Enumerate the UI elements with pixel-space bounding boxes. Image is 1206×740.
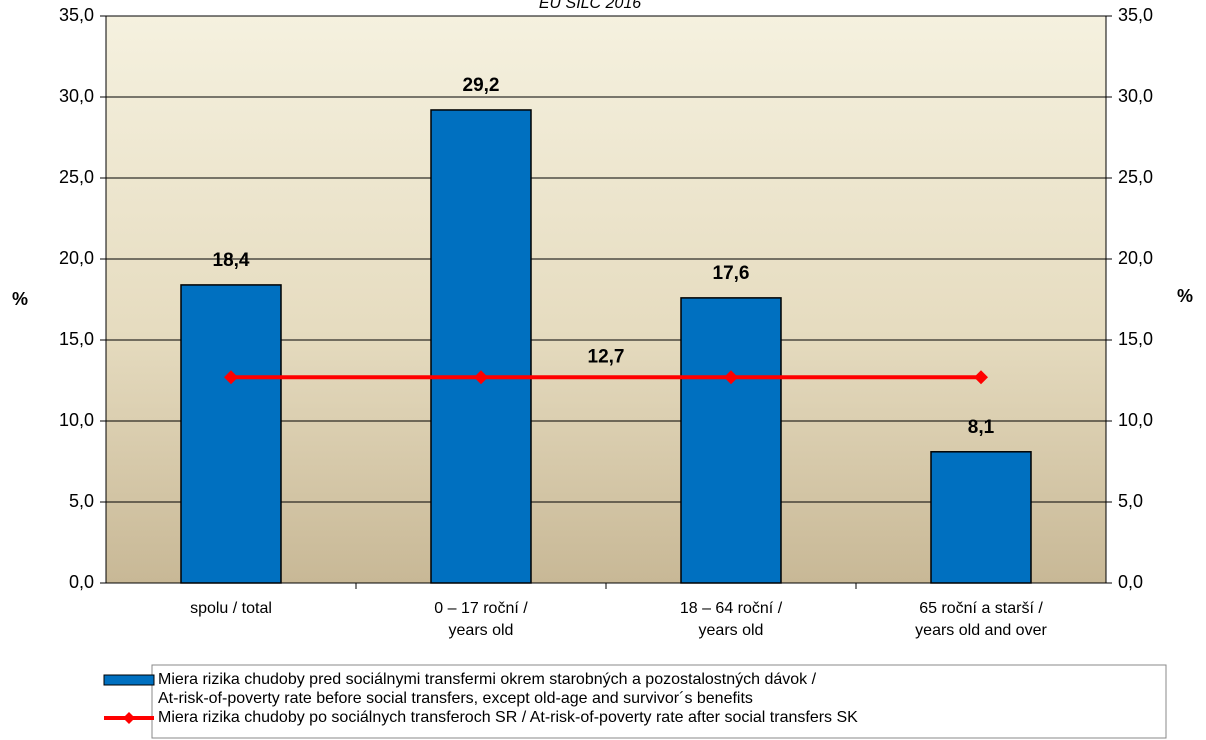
chart-title: EU SILC 2016 <box>539 0 641 12</box>
y-tick-label: 30,0 <box>59 86 94 106</box>
y2-axis-label: % <box>1177 286 1193 306</box>
legend-marker <box>123 712 135 724</box>
x-tick-label: spolu / total <box>190 600 272 617</box>
y2-tick-label: 15,0 <box>1118 329 1153 349</box>
data-label: 18,4 <box>213 250 250 271</box>
data-label: 12,7 <box>588 346 625 367</box>
y2-tick-label: 10,0 <box>1118 410 1153 430</box>
y2-tick-label: 5,0 <box>1118 491 1143 511</box>
x-tick-label: 0 – 17 roční / years old <box>434 600 528 639</box>
legend-label: Miera rizika chudoby po sociálnych trans… <box>158 709 858 726</box>
bar <box>430 109 532 584</box>
data-label: 17,6 <box>713 263 750 284</box>
y-tick-label: 25,0 <box>59 167 94 187</box>
y2-tick-label: 30,0 <box>1118 86 1153 106</box>
data-label: 29,2 <box>463 75 500 96</box>
y2-tick-label: 20,0 <box>1118 248 1153 268</box>
y2-tick-label: 25,0 <box>1118 167 1153 187</box>
marker <box>724 370 738 385</box>
y-tick-label: 0,0 <box>69 572 94 592</box>
bar <box>680 297 782 584</box>
marker <box>224 370 238 385</box>
y-tick-label: 10,0 <box>59 410 94 430</box>
legend <box>151 664 1167 739</box>
bar <box>930 451 1032 584</box>
y2-tick-label: 0,0 <box>1118 572 1143 592</box>
y-tick-label: 20,0 <box>59 248 94 268</box>
x-tick-label: 18 – 64 roční / years old <box>680 600 783 639</box>
y-axis-label: % <box>12 289 28 309</box>
bar <box>180 284 282 584</box>
y-tick-label: 5,0 <box>69 491 94 511</box>
y-tick-label: 15,0 <box>59 329 94 349</box>
legend-swatch <box>103 674 155 686</box>
y-tick-label: 35,0 <box>59 5 94 25</box>
legend-label: Miera rizika chudoby pred sociálnymi tra… <box>158 671 817 707</box>
marker <box>974 370 988 385</box>
data-label: 8,1 <box>968 417 995 438</box>
y2-tick-label: 35,0 <box>1118 5 1153 25</box>
marker <box>474 370 488 385</box>
x-tick-label: 65 roční a starší / years old and over <box>915 600 1047 639</box>
